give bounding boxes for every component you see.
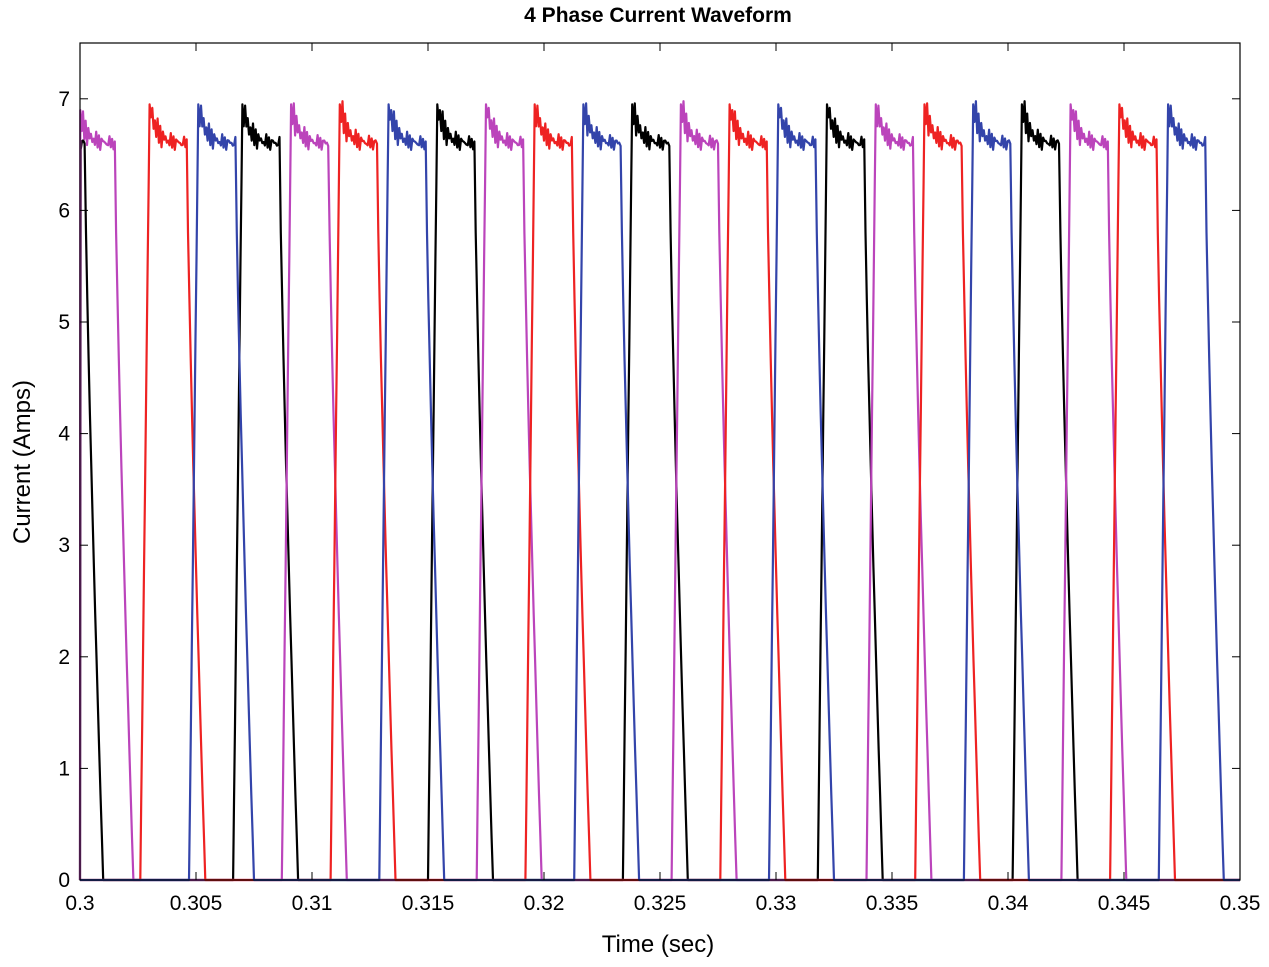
x-axis: 0.3 0.305 0.31 0.315 0.32 0.325 0.33 0.335 0.34 0… [65, 43, 1260, 915]
y-tick-label: 1 [58, 757, 70, 780]
x-tick-label: 0.32 [524, 892, 565, 915]
x-tick-label: 0.325 [634, 892, 687, 915]
chart-title: 4 Phase Current Waveform [524, 4, 792, 27]
y-tick-label: 7 [58, 88, 70, 111]
x-tick-label: 0.305 [170, 892, 223, 915]
y-tick-label: 2 [58, 646, 70, 669]
x-tick-label: 0.31 [292, 892, 333, 915]
y-tick-label: 6 [58, 199, 70, 222]
y-tick-label: 4 [58, 423, 70, 446]
y-tick-label: 5 [58, 311, 70, 334]
x-tick-label: 0.34 [988, 892, 1029, 915]
x-axis-label: Time (sec) [602, 931, 714, 958]
x-tick-label: 0.315 [402, 892, 455, 915]
x-tick-label: 0.33 [756, 892, 797, 915]
x-tick-label: 0.345 [1098, 892, 1151, 915]
x-tick-label: 0.3 [65, 892, 94, 915]
x-tick-label: 0.335 [866, 892, 919, 915]
x-tick-label: 0.35 [1220, 892, 1261, 915]
series-layer [78, 100, 1240, 882]
y-tick-label: 3 [58, 534, 70, 557]
y-tick-label: 0 [58, 869, 70, 892]
series-line-phase-1 [78, 100, 1240, 882]
y-axis-label: Current (Amps) [9, 380, 36, 544]
series-line-phase-2 [78, 100, 1240, 882]
y-axis: 0 1 2 3 4 5 6 7 [58, 88, 1240, 892]
